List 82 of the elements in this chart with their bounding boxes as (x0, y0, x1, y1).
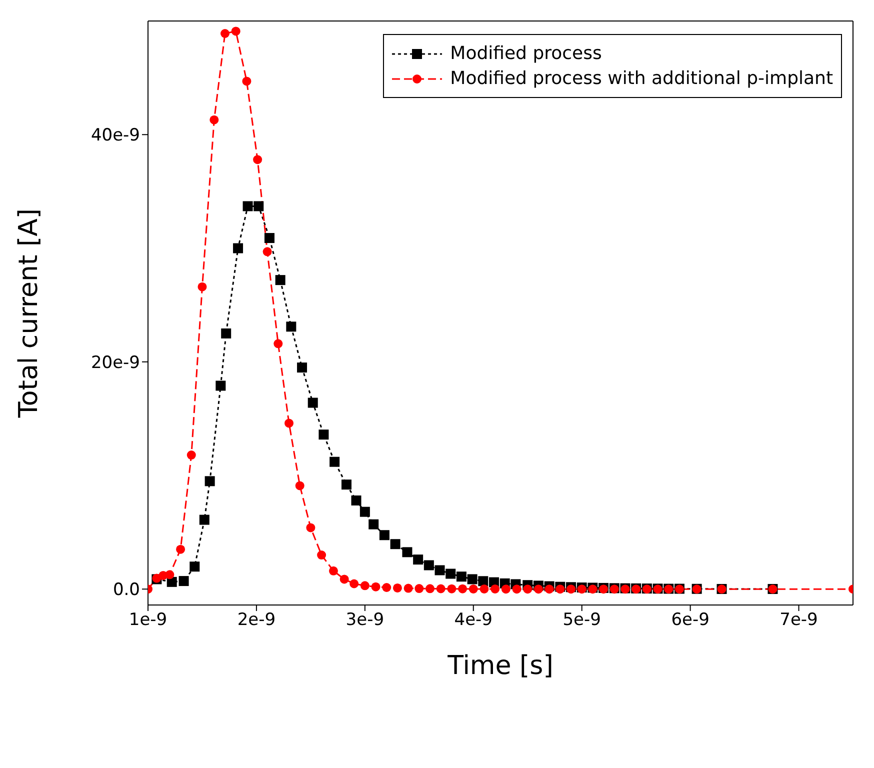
point (165, 570, 174, 580)
point (392, 583, 402, 592)
y-tick-label: 20e-9 (90, 352, 140, 373)
point (456, 572, 466, 582)
x-tick-label: 5e-9 (562, 610, 601, 630)
point (523, 584, 532, 594)
point (414, 584, 424, 594)
point (360, 581, 370, 590)
point (379, 530, 390, 540)
point (371, 582, 380, 592)
point (284, 418, 294, 428)
point (308, 398, 318, 408)
point (402, 547, 412, 558)
point (413, 554, 424, 565)
y-tick-label: 40e-9 (90, 126, 140, 146)
point (216, 380, 226, 391)
point (446, 568, 456, 579)
y-tick-label: 0.0 (112, 580, 140, 600)
point (478, 576, 488, 586)
point (458, 584, 468, 594)
point (328, 566, 338, 576)
point (176, 544, 186, 554)
point (382, 583, 392, 592)
point (254, 201, 264, 212)
point (434, 565, 445, 576)
point (534, 584, 543, 594)
point (220, 29, 230, 38)
x-tick-label: 4e-9 (454, 610, 492, 630)
x-tick-label: 3e-9 (346, 610, 384, 630)
point (253, 155, 262, 164)
y-axis-title: Total current [A] (14, 208, 44, 419)
point (490, 584, 500, 594)
x-axis-title: Time [s] (446, 651, 554, 681)
point (286, 322, 296, 332)
point (468, 584, 478, 594)
point (221, 328, 232, 338)
point (390, 539, 400, 550)
point (210, 115, 219, 124)
point (556, 584, 565, 594)
point (404, 584, 413, 593)
point (242, 201, 253, 212)
point (274, 339, 283, 348)
x-tick-label: 1e-9 (128, 610, 168, 630)
point (199, 514, 210, 525)
point (306, 523, 316, 532)
point (297, 362, 308, 373)
point (480, 584, 489, 594)
point (275, 275, 286, 286)
point (190, 562, 200, 572)
point (424, 560, 434, 570)
point (341, 480, 352, 490)
point (317, 550, 326, 560)
point (467, 574, 478, 584)
legend-label: Modified process with additional p-implant (450, 68, 833, 89)
point (566, 584, 576, 594)
point (447, 584, 456, 594)
point (295, 481, 304, 490)
point (544, 584, 554, 594)
point (318, 430, 329, 440)
point (186, 450, 196, 460)
point (340, 574, 349, 584)
x-tick-label: 7e-9 (780, 610, 818, 630)
point (178, 576, 189, 586)
point (436, 584, 446, 594)
point (242, 76, 252, 86)
point (350, 579, 359, 588)
point (426, 584, 434, 594)
point (264, 233, 274, 244)
point (351, 495, 362, 506)
point (233, 243, 244, 254)
point (368, 519, 379, 530)
point (330, 456, 340, 467)
point (360, 506, 370, 517)
x-tick-label: 2e-9 (237, 610, 276, 630)
point (512, 584, 522, 594)
point (501, 584, 510, 594)
point (262, 247, 272, 256)
legend-label: Modified process (450, 43, 602, 64)
point (198, 282, 207, 292)
x-tick-label: 6e-9 (671, 610, 710, 630)
point (231, 26, 240, 36)
point (204, 476, 215, 486)
